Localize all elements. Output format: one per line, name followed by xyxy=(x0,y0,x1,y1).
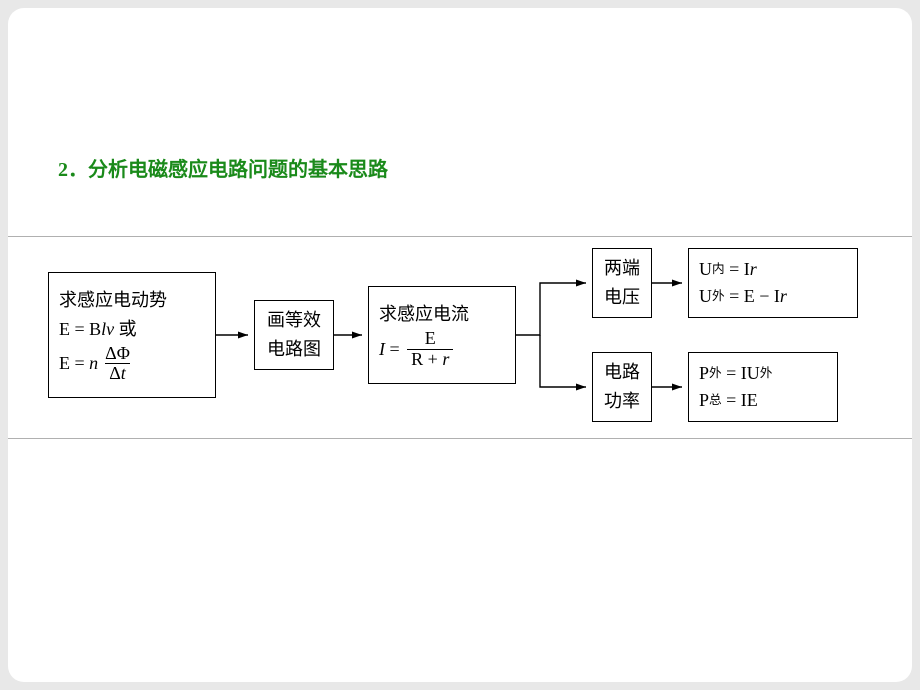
node-voltage-formulas: U内 = Ir U外 = E − Ir xyxy=(688,248,858,318)
node-power: 电路 功率 xyxy=(592,352,652,422)
flowchart: 求感应电动势 E = Blv 或 E = nΔΦΔt 画等效 电路图 求感应电流… xyxy=(8,236,912,446)
p-total: P总 = IE xyxy=(699,387,827,414)
node-power-formulas: P外 = IU外 P总 = IE xyxy=(688,352,838,422)
title-number: 2． xyxy=(58,159,88,181)
title-text: 分析电磁感应电路问题的基本思路 xyxy=(88,159,388,181)
current-formula: I = ER + r xyxy=(379,329,505,370)
emf-formula-2: E = nΔΦΔt xyxy=(59,344,205,385)
node-voltage: 两端 电压 xyxy=(592,248,652,318)
u-internal: U内 = Ir xyxy=(699,256,847,283)
emf-formula-1: E = Blv 或 xyxy=(59,315,205,344)
current-label: 求感应电流 xyxy=(379,300,505,329)
power-line-2: 功率 xyxy=(604,387,640,416)
divider-top xyxy=(8,236,912,237)
node-current: 求感应电流 I = ER + r xyxy=(368,286,516,384)
voltage-line-2: 电压 xyxy=(604,283,640,312)
section-title: 2．分析电磁感应电路问题的基本思路 xyxy=(58,153,388,182)
power-line-1: 电路 xyxy=(604,358,640,387)
node-equiv-circuit: 画等效 电路图 xyxy=(254,300,334,370)
u-external: U外 = E − Ir xyxy=(699,283,847,310)
emf-label: 求感应电动势 xyxy=(59,286,205,315)
equiv-line-2: 电路图 xyxy=(267,335,321,364)
divider-bottom xyxy=(8,438,912,439)
node-emf: 求感应电动势 E = Blv 或 E = nΔΦΔt xyxy=(48,272,216,398)
equiv-line-1: 画等效 xyxy=(267,306,321,335)
slide-card: 2．分析电磁感应电路问题的基本思路 求感应电动势 E = Blv 或 E = n… xyxy=(8,8,912,682)
voltage-line-1: 两端 xyxy=(604,254,640,283)
p-external: P外 = IU外 xyxy=(699,360,827,387)
